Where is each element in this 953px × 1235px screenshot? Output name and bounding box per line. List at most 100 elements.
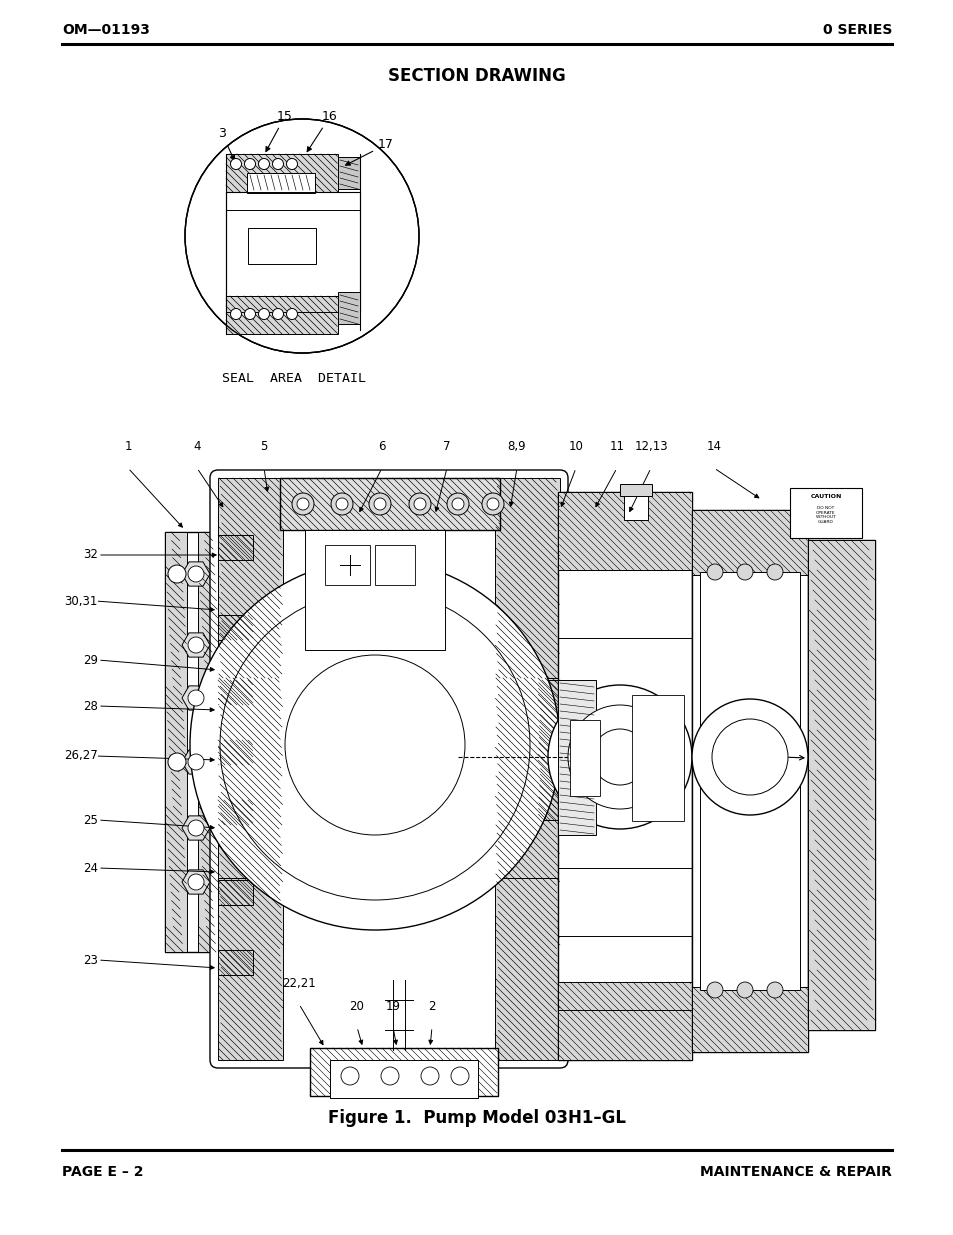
Circle shape — [414, 498, 426, 510]
Circle shape — [409, 493, 431, 515]
Bar — [558, 982, 691, 1060]
Text: 1: 1 — [124, 440, 132, 453]
Bar — [691, 510, 807, 1052]
Circle shape — [547, 685, 691, 829]
Bar — [537, 680, 567, 820]
Text: 12,13: 12,13 — [634, 440, 667, 453]
Text: MAINTENANCE & REPAIR: MAINTENANCE & REPAIR — [700, 1165, 891, 1179]
Bar — [218, 535, 253, 559]
Text: 30,31: 30,31 — [64, 594, 97, 608]
Text: –18: –18 — [753, 750, 774, 762]
Text: 19: 19 — [385, 1000, 400, 1013]
Bar — [700, 572, 800, 990]
Circle shape — [567, 705, 671, 809]
Circle shape — [447, 493, 469, 515]
Bar — [218, 881, 253, 905]
Circle shape — [244, 158, 255, 169]
Circle shape — [340, 1067, 358, 1086]
Circle shape — [258, 158, 269, 169]
Bar — [305, 530, 444, 650]
Bar — [558, 492, 691, 571]
Text: 3: 3 — [218, 127, 234, 161]
Text: 23: 23 — [83, 953, 98, 967]
Text: 15: 15 — [266, 110, 293, 152]
Bar — [218, 878, 283, 1060]
Bar — [226, 191, 359, 312]
Polygon shape — [182, 562, 210, 587]
Circle shape — [374, 498, 386, 510]
Text: 11: 11 — [609, 440, 624, 453]
Circle shape — [188, 566, 204, 582]
Bar — [807, 540, 874, 1030]
Circle shape — [331, 493, 353, 515]
Circle shape — [766, 564, 782, 580]
Circle shape — [452, 498, 463, 510]
Bar — [218, 678, 283, 878]
Circle shape — [188, 820, 204, 836]
Text: 4: 4 — [193, 440, 200, 453]
Circle shape — [185, 119, 418, 353]
Circle shape — [451, 1067, 469, 1086]
Text: SEAL  AREA  DETAIL: SEAL AREA DETAIL — [222, 372, 366, 384]
Circle shape — [592, 729, 647, 785]
Wedge shape — [195, 119, 408, 200]
Circle shape — [486, 498, 498, 510]
Circle shape — [711, 719, 787, 795]
Bar — [558, 492, 691, 1060]
Bar — [165, 532, 187, 952]
Bar — [375, 545, 415, 585]
Circle shape — [231, 158, 241, 169]
Bar — [310, 1049, 497, 1095]
Circle shape — [737, 564, 752, 580]
Bar — [623, 492, 647, 520]
Circle shape — [285, 655, 464, 835]
Bar — [280, 478, 499, 530]
Bar — [337, 157, 359, 189]
Text: OM—01193: OM—01193 — [62, 23, 150, 37]
Circle shape — [188, 755, 204, 769]
Bar — [569, 720, 599, 797]
Bar — [807, 540, 874, 1030]
Bar — [280, 478, 499, 530]
Bar — [495, 878, 559, 1060]
Circle shape — [188, 874, 204, 890]
Circle shape — [691, 699, 807, 815]
Bar — [310, 1049, 497, 1095]
Circle shape — [335, 498, 348, 510]
Text: 32: 32 — [83, 548, 98, 562]
Circle shape — [481, 493, 503, 515]
Circle shape — [420, 1067, 438, 1086]
Circle shape — [188, 690, 204, 706]
Circle shape — [168, 564, 186, 583]
Bar — [495, 478, 559, 678]
Circle shape — [296, 498, 309, 510]
Bar — [337, 291, 359, 324]
Circle shape — [369, 493, 391, 515]
Polygon shape — [182, 869, 210, 894]
Bar — [218, 740, 253, 764]
Circle shape — [244, 309, 255, 320]
Text: PAGE E – 2: PAGE E – 2 — [62, 1165, 143, 1179]
Text: 16: 16 — [307, 110, 337, 152]
Text: DO NOT
OPERATE
WITHOUT
GUARD: DO NOT OPERATE WITHOUT GUARD — [815, 506, 836, 524]
Bar — [218, 950, 253, 974]
Text: 5: 5 — [260, 440, 268, 453]
Bar — [165, 532, 220, 952]
Bar — [325, 545, 370, 585]
Text: 29: 29 — [83, 653, 98, 667]
Text: 17: 17 — [345, 138, 394, 165]
Text: 22,21: 22,21 — [282, 977, 315, 990]
Text: 26,27: 26,27 — [64, 750, 97, 762]
Bar — [247, 173, 314, 193]
Circle shape — [286, 309, 297, 320]
Circle shape — [380, 1067, 398, 1086]
Circle shape — [220, 590, 530, 900]
Circle shape — [706, 982, 722, 998]
Bar — [226, 296, 337, 333]
Bar — [691, 510, 807, 576]
Circle shape — [190, 559, 559, 930]
Polygon shape — [182, 816, 210, 840]
Bar — [789, 488, 862, 538]
Bar — [226, 154, 337, 191]
Circle shape — [292, 493, 314, 515]
